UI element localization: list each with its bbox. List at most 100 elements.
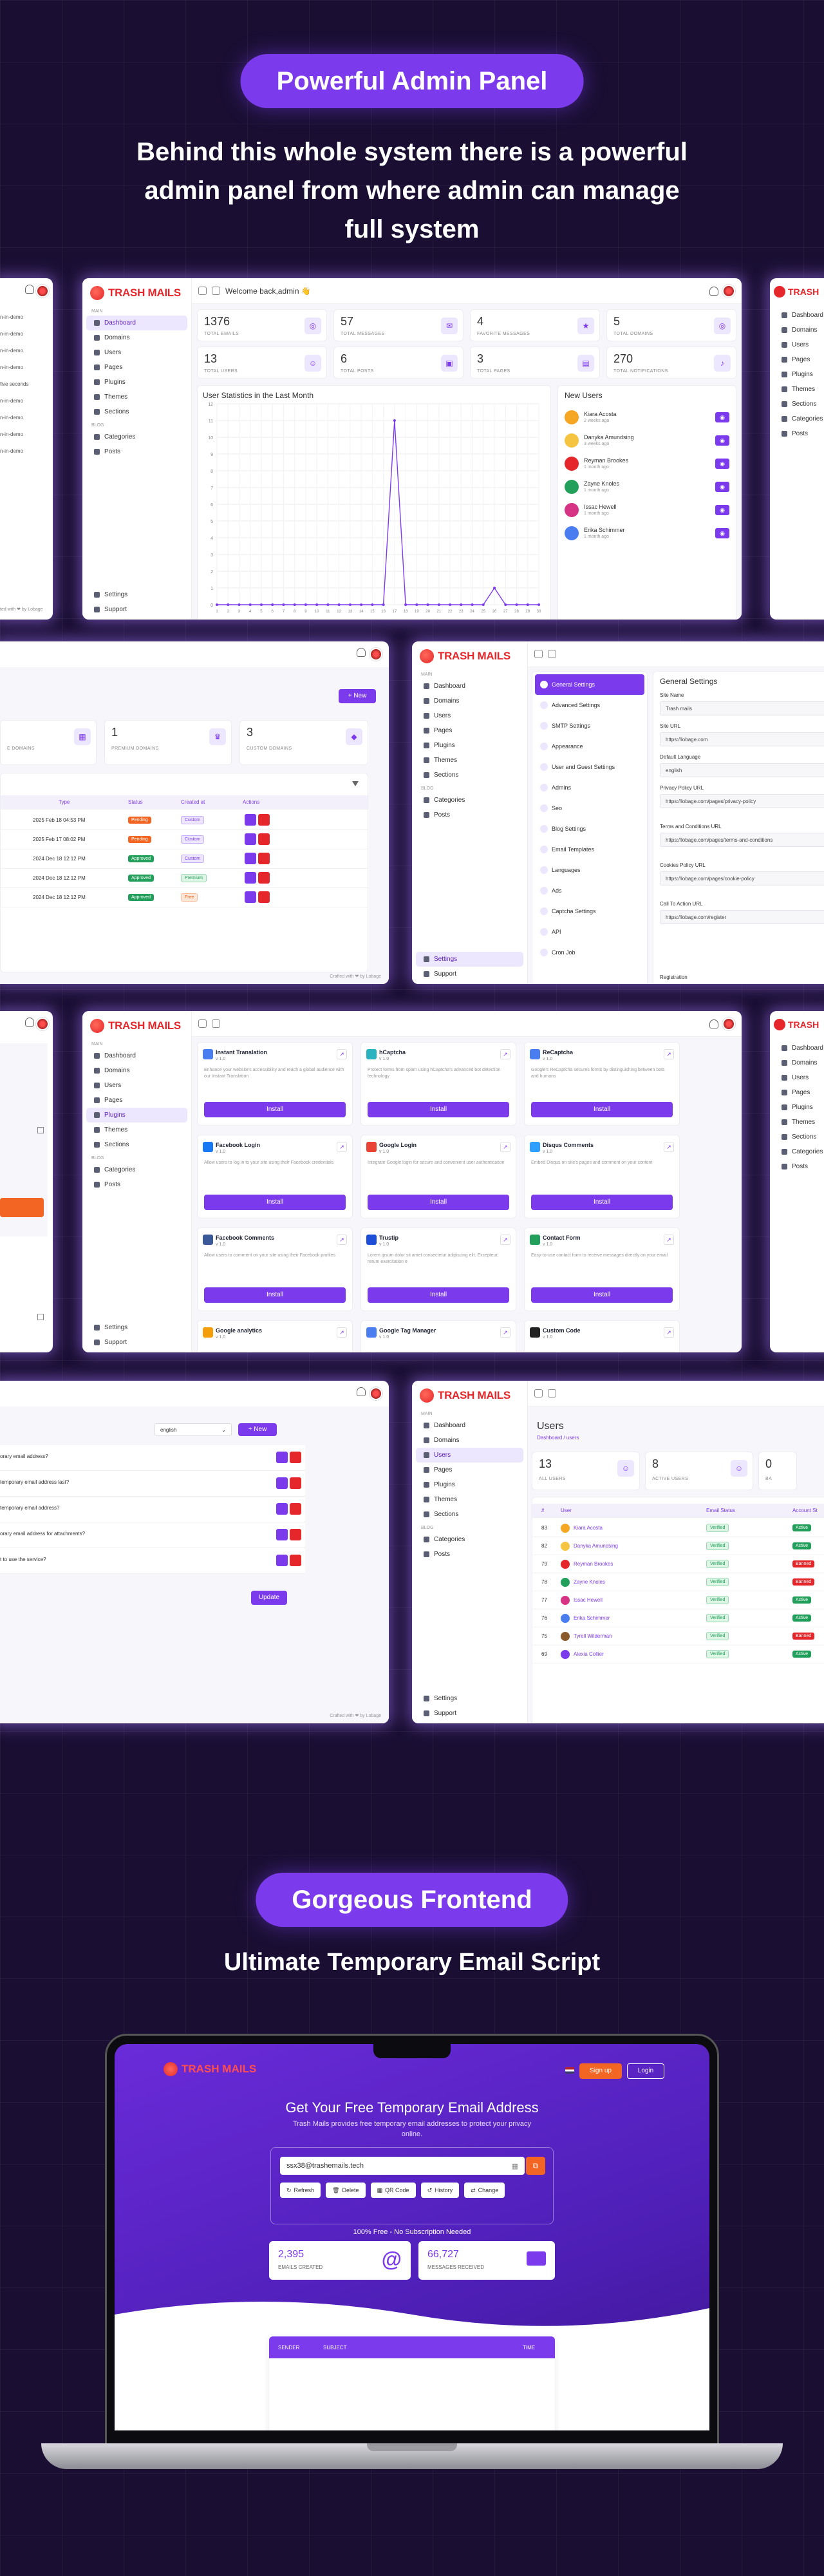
settings-menu-item[interactable]: General Settings — [535, 674, 644, 695]
external-link-icon[interactable]: ↗ — [664, 1049, 674, 1059]
install-button[interactable]: Install — [204, 1287, 346, 1303]
sidebar-item-domains[interactable]: Domains — [416, 694, 523, 708]
settings-menu-item[interactable]: API — [535, 922, 644, 942]
text-field[interactable]: https://lobage.com/pages/privacy-policy — [660, 794, 824, 808]
sidebar-item-pages[interactable]: Pages — [774, 352, 824, 367]
sidebar-item-categories[interactable]: Categories — [416, 793, 523, 808]
action-delete-button[interactable]: 🗑 Delete — [326, 2183, 366, 2198]
avatar[interactable] — [370, 648, 382, 661]
view-icon[interactable]: ◉ — [715, 435, 729, 446]
sidebar-item-dashboard[interactable]: Dashboard — [86, 316, 187, 330]
settings-menu-item[interactable]: Languages — [535, 860, 644, 880]
sidebar-item-users[interactable]: Users — [774, 337, 824, 352]
sidebar-item-users[interactable]: Users — [86, 345, 187, 360]
settings-menu-item[interactable]: Seo — [535, 798, 644, 819]
user-name[interactable]: Danyka Amundsing — [574, 1543, 618, 1549]
settings-menu-item[interactable]: Cron Job — [535, 942, 644, 963]
update-button[interactable]: Update — [251, 1591, 287, 1605]
sidebar-item-plugins[interactable]: Plugins — [86, 1108, 187, 1122]
user-name[interactable]: Erika Schimmer — [574, 1615, 610, 1621]
view-icon[interactable]: ◉ — [715, 482, 729, 492]
sidebar-item-dashboard[interactable]: Dashboard — [774, 308, 824, 323]
external-link-icon[interactable]: ↗ — [664, 1142, 674, 1152]
sidebar-item-themes[interactable]: Themes — [416, 753, 523, 768]
sidebar-item-pages[interactable]: Pages — [86, 1093, 187, 1108]
sidebar-item-plugins[interactable]: Plugins — [774, 1100, 824, 1115]
sidebar-item-themes[interactable]: Themes — [416, 1492, 523, 1507]
sidebar-item-dashboard[interactable]: Dashboard — [86, 1048, 187, 1063]
user-name[interactable]: Zayne Knoles — [574, 1579, 605, 1585]
sidebar-item-themes[interactable]: Themes — [86, 390, 187, 404]
sidebar-item-themes[interactable]: Themes — [774, 382, 824, 397]
sidebar-item-users[interactable]: Users — [86, 1078, 187, 1093]
language-select[interactable]: english ⌄ — [154, 1423, 232, 1436]
install-button[interactable]: Install — [204, 1195, 346, 1210]
text-field[interactable]: https://lobage.com/pages/cookie-policy — [660, 871, 824, 886]
external-link-icon[interactable]: ↗ — [337, 1327, 347, 1338]
login-button[interactable]: Login — [627, 2063, 664, 2079]
settings-menu-item[interactable]: Captcha Settings — [535, 901, 644, 922]
copy-button[interactable]: ⧉ — [526, 2157, 545, 2175]
sidebar-item-themes[interactable]: Themes — [774, 1115, 824, 1130]
settings-menu-item[interactable]: Admins — [535, 777, 644, 798]
edit-icon[interactable] — [276, 1503, 288, 1515]
install-button[interactable]: Install — [531, 1287, 673, 1303]
avatar[interactable] — [722, 284, 735, 298]
external-link-icon[interactable]: ↗ — [337, 1049, 347, 1059]
external-link-icon[interactable]: ↗ — [500, 1142, 510, 1152]
external-link-icon[interactable]: ↗ — [337, 1235, 347, 1245]
delete-icon[interactable] — [290, 1529, 301, 1540]
sidebar-item-domains[interactable]: Domains — [416, 1433, 523, 1448]
action-change-button[interactable]: ⇄ Change — [464, 2183, 505, 2198]
sidebar-item-dashboard[interactable]: Dashboard — [416, 679, 523, 694]
sidebar-item-settings[interactable]: Settings — [416, 1691, 523, 1706]
external-link-icon[interactable]: ↗ — [337, 1142, 347, 1152]
text-field[interactable]: https://lobage.com/register — [660, 910, 824, 924]
user-name[interactable]: Issac Hewell — [574, 1597, 603, 1603]
user-name[interactable]: Kiara Acosta — [574, 1525, 603, 1531]
view-icon[interactable]: ◉ — [715, 505, 729, 515]
settings-menu-item[interactable]: User and Guest Settings — [535, 757, 644, 777]
sidebar-item-domains[interactable]: Domains — [86, 1063, 187, 1078]
external-link-icon[interactable]: ↗ — [500, 1049, 510, 1059]
install-button[interactable]: Install — [368, 1287, 509, 1303]
edit-icon[interactable] — [276, 1452, 288, 1463]
install-button[interactable]: Install — [204, 1102, 346, 1117]
view-icon[interactable]: ◉ — [715, 412, 729, 422]
edit-icon[interactable] — [276, 1477, 288, 1489]
new-faq-button[interactable]: + New — [238, 1423, 277, 1436]
user-name[interactable]: Tyrell Wilderman — [574, 1633, 612, 1639]
install-button[interactable]: Install — [531, 1195, 673, 1210]
sidebar-item-posts[interactable]: Posts — [86, 444, 187, 459]
external-link-icon[interactable]: ↗ — [664, 1235, 674, 1245]
sidebar-item-sections[interactable]: Sections — [416, 768, 523, 782]
sidebar-item-categories[interactable]: Categories — [416, 1532, 523, 1547]
flag-icon[interactable] — [565, 2067, 574, 2074]
sidebar-item-sections[interactable]: Sections — [416, 1507, 523, 1522]
sidebar-item-plugins[interactable]: Plugins — [774, 367, 824, 382]
user-name[interactable]: Reyman Brookes — [574, 1561, 613, 1567]
text-field[interactable]: https://lobage.com — [660, 732, 824, 746]
sidebar-item-categories[interactable]: Categories — [774, 412, 824, 426]
edit-icon[interactable] — [245, 852, 256, 864]
delete-icon[interactable] — [290, 1555, 301, 1566]
text-field[interactable]: Trash mails — [660, 701, 824, 715]
edit-icon[interactable] — [276, 1555, 288, 1566]
sidebar-item-support[interactable]: Support — [416, 1706, 523, 1721]
sidebar-item-pages[interactable]: Pages — [416, 1463, 523, 1477]
bell-icon[interactable] — [709, 286, 718, 296]
sidebar-item-categories[interactable]: Categories — [774, 1144, 824, 1159]
menu-toggle-icon[interactable] — [198, 287, 207, 295]
sidebar-item-plugins[interactable]: Plugins — [416, 1477, 523, 1492]
sidebar-item-settings[interactable]: Settings — [86, 1320, 187, 1335]
sidebar-item-support[interactable]: Support — [86, 602, 187, 617]
settings-menu-item[interactable]: Appearance — [535, 736, 644, 757]
filter-icon[interactable] — [352, 781, 359, 786]
sidebar-item-pages[interactable]: Pages — [774, 1085, 824, 1100]
text-field[interactable]: https://lobage.com/pages/terms-and-condi… — [660, 833, 824, 847]
sidebar-item-domains[interactable]: Domains — [774, 1056, 824, 1070]
install-button[interactable]: Install — [531, 1102, 673, 1117]
external-link-icon[interactable] — [212, 287, 220, 295]
install-button[interactable]: Install — [368, 1102, 509, 1117]
settings-menu-item[interactable]: Advanced Settings — [535, 695, 644, 715]
